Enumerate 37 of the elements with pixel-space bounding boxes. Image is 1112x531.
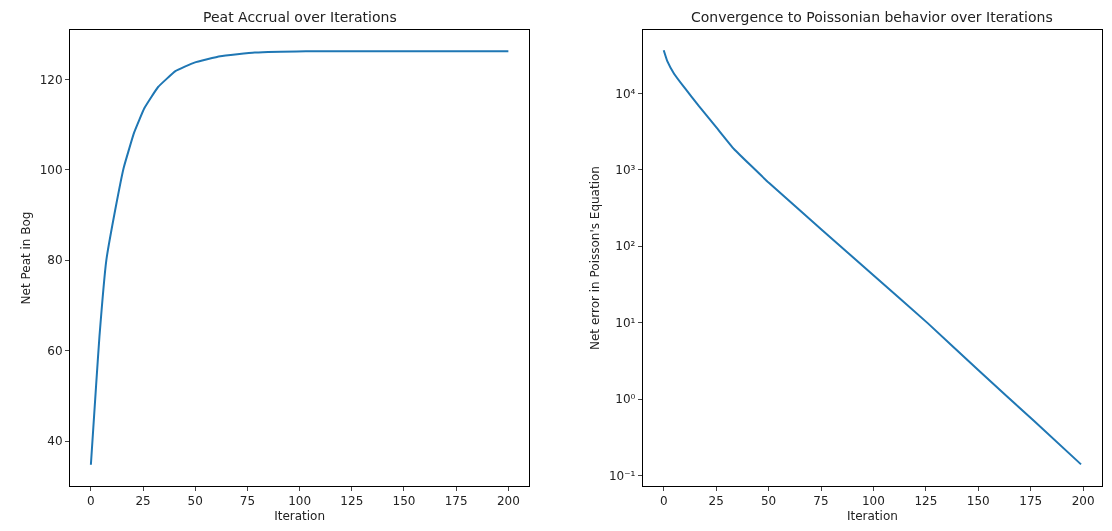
y-axis-title: Net Peat in Bog: [18, 211, 33, 305]
x-tick-label: 25: [135, 494, 151, 509]
line-series: [662, 49, 1083, 466]
x-tick-label: 50: [760, 494, 777, 509]
chart-title: Peat Accrual over Iterations: [203, 9, 397, 25]
y-tick-label: 40: [47, 434, 63, 449]
y-tick-label: 120: [39, 72, 63, 87]
y-tick-label: 10⁰: [615, 392, 636, 407]
y-tick-label: 80: [47, 253, 63, 268]
x-tick-label: 0: [659, 494, 668, 509]
x-tick-label: 125: [340, 494, 364, 509]
chart-title: Convergence to Poissonian behavior over Iterations: [691, 9, 1053, 25]
x-tick-label: 200: [1071, 494, 1095, 509]
x-tick-label: 200: [496, 494, 520, 509]
x-tick-label: 50: [187, 494, 203, 509]
x-tick-label: 0: [87, 494, 95, 509]
x-axis-title: Iteration: [846, 509, 898, 524]
y-tick-label: 10²: [615, 239, 636, 254]
x-tick-label: 125: [914, 494, 938, 509]
y-tick-label: 10⁴: [615, 86, 636, 101]
x-tick-label: 100: [861, 494, 885, 509]
y-tick-label: 100: [39, 162, 63, 177]
x-axis-title: Iteration: [274, 509, 326, 524]
x-tick-label: 175: [444, 494, 468, 509]
x-tick-label: 75: [239, 494, 256, 509]
x-tick-label: 150: [966, 494, 990, 509]
y-tick-label: 10³: [615, 163, 636, 178]
x-tick-label: 175: [1019, 494, 1043, 509]
x-tick-label: 100: [288, 494, 312, 509]
x-tick-label: 150: [392, 494, 416, 509]
y-axis-title: Net error in Poisson's Equation: [588, 166, 603, 350]
y-tick-label: 60: [47, 343, 63, 358]
y-tick-label: 10⁻¹: [608, 468, 636, 483]
y-tick-label: 10¹: [615, 315, 636, 330]
x-tick-label: 75: [813, 494, 829, 509]
x-tick-label: 25: [708, 494, 724, 509]
line-series: [89, 50, 510, 466]
